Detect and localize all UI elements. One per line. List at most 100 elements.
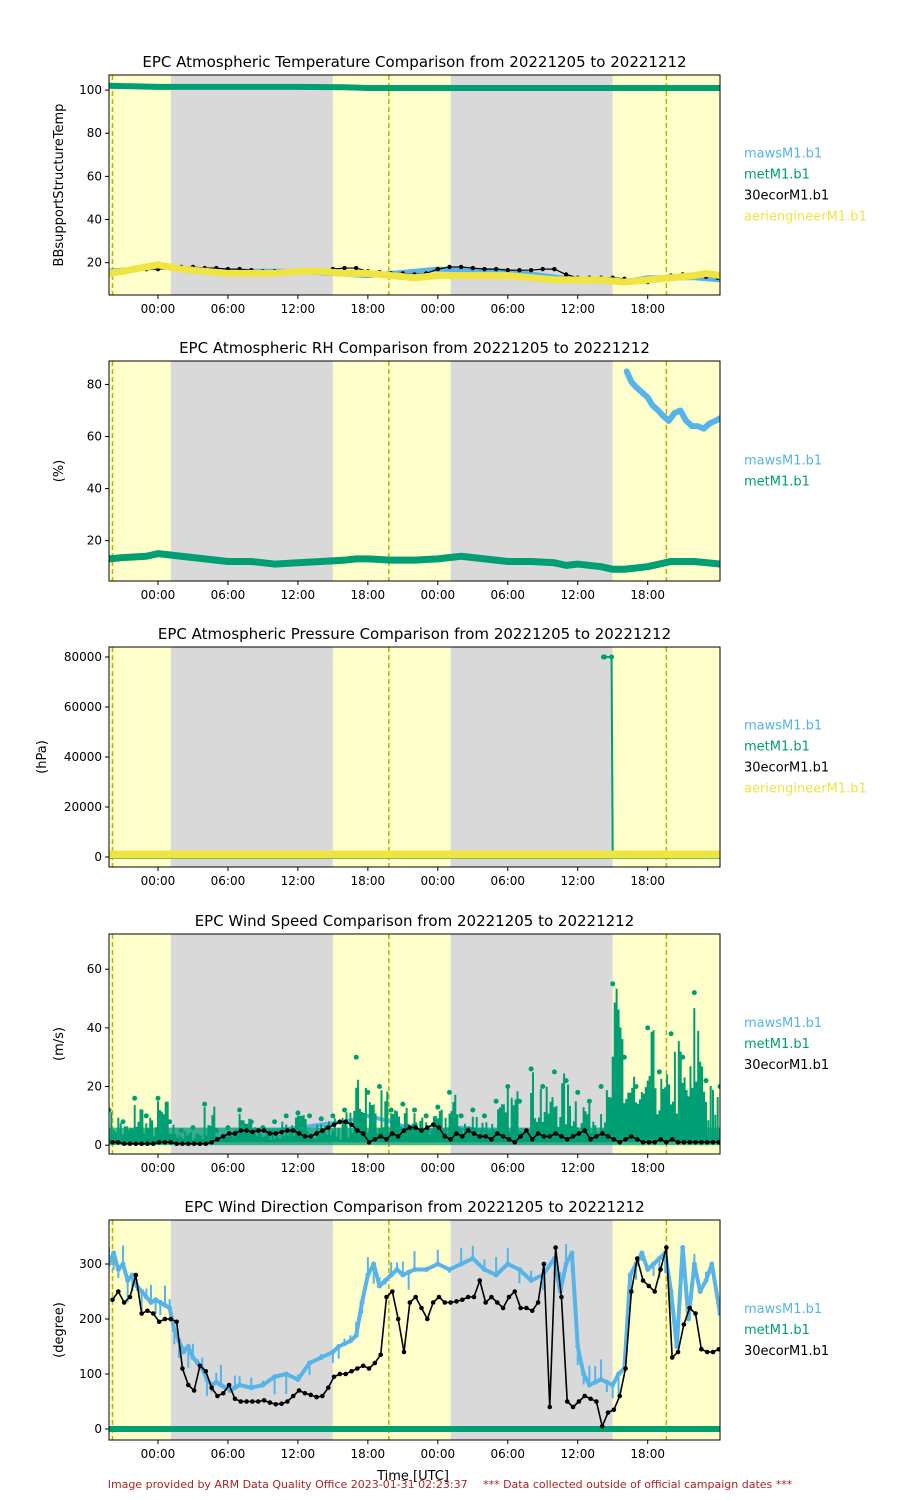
series-30ecorM1-b1-point: [599, 1423, 605, 1429]
x-tick-label: 00:00: [421, 1447, 456, 1461]
chart-title: EPC Wind Direction Comparison from 20221…: [184, 1198, 644, 1216]
series-mawsM1-b1-point: [581, 1371, 587, 1377]
series-metM1-b1-point: [656, 1069, 662, 1075]
series-metM1-b1-point: [680, 1054, 686, 1060]
series-30ecorM1-b1-point: [687, 1305, 692, 1311]
series-mawsM1-b1-point: [493, 1272, 499, 1278]
series-mawsM1-b1-point: [232, 1385, 238, 1391]
y-tick-label: 40: [87, 482, 102, 496]
series-30ecorM1-b1-point: [407, 1300, 413, 1305]
series-30ecorM1-b1-point: [687, 1139, 692, 1145]
x-tick-label: 06:00: [490, 302, 525, 316]
legend-entry: metM1.b1: [744, 1037, 810, 1052]
series-30ecorM1-b1-point: [629, 1289, 634, 1294]
y-axis-label: BBsupportStructureTemp: [52, 104, 67, 267]
series-30ecorM1-b1-point: [290, 1393, 296, 1399]
legend-entry: 30ecorM1.b1: [744, 1344, 829, 1359]
series-30ecorM1-b1-point: [570, 1134, 576, 1139]
y-axis-label: (degree): [52, 1302, 67, 1358]
y-tick-label: 300: [79, 1257, 102, 1271]
x-tick-label: 18:00: [630, 874, 665, 888]
series-30ecorM1-b1-point: [366, 1366, 372, 1371]
series-30ecorM1-b1-point: [372, 1360, 378, 1366]
series-30ecorM1-b1-point: [360, 1131, 366, 1136]
series-30ecorM1-b1-point: [582, 1393, 588, 1399]
series-30ecorM1-b1-point: [553, 1131, 558, 1136]
series-metM1-b1-point: [143, 1113, 149, 1119]
day-shade: [109, 647, 171, 867]
series-30ecorM1-b1-point: [209, 1139, 214, 1145]
series-mawsM1-b1-point: [371, 1261, 377, 1267]
series-30ecorM1-b1-point: [215, 1393, 220, 1399]
series-30ecorM1-b1-point: [133, 1272, 139, 1278]
series-30ecorM1-b1-point: [477, 1134, 483, 1139]
series-mawsM1-b1-point: [651, 1261, 657, 1267]
series-30ecorM1-b1-point: [646, 1283, 652, 1289]
series-mawsM1-b1-point: [586, 1382, 592, 1388]
y-tick-label: 0: [94, 1138, 102, 1152]
series-30ecorM1-b1-point: [559, 1134, 564, 1139]
x-tick-label: 12:00: [281, 1447, 316, 1461]
x-tick-label: 12:00: [560, 588, 595, 602]
y-tick-label: 60000: [64, 700, 102, 714]
series-30ecorM1-b1-point: [244, 1128, 249, 1133]
series-30ecorM1-b1-point: [518, 1134, 523, 1139]
series-30ecorM1-b1-point: [471, 1294, 477, 1300]
series-30ecorM1-b1-point: [139, 1311, 144, 1316]
series-mawsM1-b1-point: [703, 1278, 709, 1283]
y-axis-label: (%): [52, 460, 67, 483]
series-mawsM1-b1-point: [717, 1311, 720, 1316]
series-30ecorM1-b1-point: [552, 266, 557, 272]
series-metM1-b1-point: [167, 1119, 173, 1125]
series-mawsM1-b1: [623, 368, 720, 432]
series-mawsM1-b1-point: [575, 1344, 581, 1349]
series-30ecorM1-b1-point: [505, 267, 510, 273]
chart-title: EPC Atmospheric RH Comparison from 20221…: [179, 339, 650, 357]
series-30ecorM1-b1-point: [308, 1392, 314, 1398]
series-30ecorM1-b1-point: [699, 1139, 704, 1145]
series-metM1-b1-point: [470, 1107, 476, 1113]
series-30ecorM1-b1-point: [401, 1128, 407, 1133]
series-mawsM1-b1-point: [181, 1349, 187, 1355]
x-tick-label: 12:00: [560, 1447, 595, 1461]
night-shade: [170, 647, 333, 867]
y-tick-label: 60: [87, 430, 102, 444]
series-30ecorM1-b1-point: [646, 1139, 652, 1145]
series-30ecorM1-b1-point: [220, 1390, 226, 1396]
night-shade: [170, 934, 333, 1154]
series-30ecorM1-b1-point: [489, 1294, 494, 1300]
footer-credit: Image provided by ARM Data Quality Offic…: [107, 1478, 468, 1491]
series-30ecorM1-b1-point: [342, 265, 347, 271]
series-30ecorM1-b1-point: [506, 1137, 512, 1142]
series-30ecorM1-b1-point: [151, 1311, 156, 1316]
series-30ecorM1-b1-point: [524, 1128, 529, 1133]
x-tick-label: 06:00: [211, 1161, 246, 1175]
x-tick-label: 00:00: [141, 302, 176, 316]
x-tick-label: 12:00: [560, 874, 595, 888]
series-30ecorM1-b1-point: [594, 1134, 599, 1139]
background-shading: [109, 1220, 720, 1440]
series-mawsM1-b1-point: [143, 1294, 149, 1300]
series-30ecorM1-b1-point: [185, 1382, 191, 1388]
series-30ecorM1-b1-point: [681, 1322, 687, 1327]
series-mawsM1-b1-point: [330, 1349, 336, 1355]
series-metM1-b1-point: [540, 1084, 546, 1090]
series-30ecorM1-b1-point: [180, 1366, 185, 1371]
series-30ecorM1-b1-point: [541, 1134, 547, 1139]
series-30ecorM1-b1-point: [337, 1371, 343, 1377]
series-30ecorM1-b1-point: [693, 1311, 698, 1316]
x-tick-label: 06:00: [211, 1447, 246, 1461]
series-metM1-b1-point: [155, 1095, 161, 1101]
night-shade: [450, 1220, 613, 1440]
series-mawsM1-b1-point: [668, 1289, 674, 1294]
series-metM1-b1-point: [598, 1084, 604, 1090]
y-tick-label: 20: [87, 1080, 102, 1094]
series-mawsM1-b1-point: [111, 1250, 117, 1256]
x-tick-label: 18:00: [351, 874, 386, 888]
series-30ecorM1-b1-point: [279, 1129, 284, 1135]
series-30ecorM1-b1-point: [594, 1399, 599, 1404]
series-30ecorM1-b1-point: [384, 1294, 389, 1300]
series-mawsM1-b1-point: [162, 1302, 168, 1308]
series-30ecorM1-b1-point: [244, 1399, 249, 1404]
series-mawsM1-b1-point: [109, 1261, 112, 1267]
